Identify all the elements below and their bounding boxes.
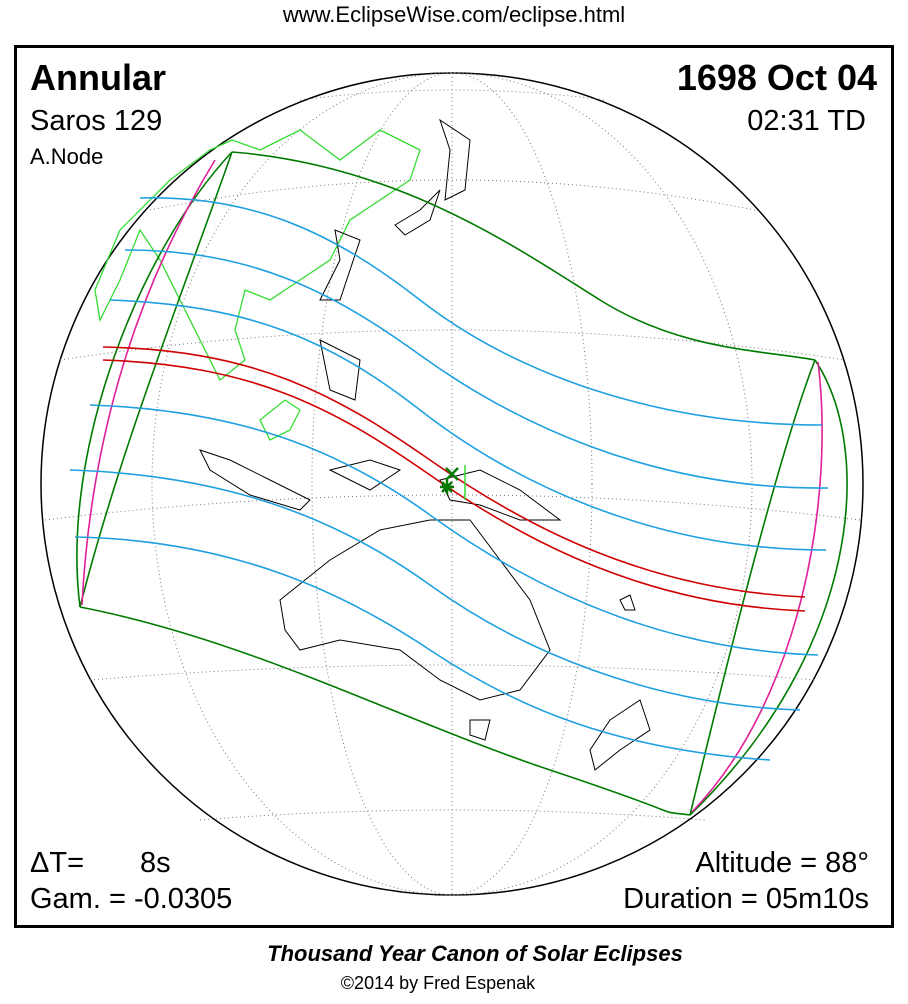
node: A.Node xyxy=(30,144,103,169)
altitude: Altitude = 88° xyxy=(695,847,869,879)
time: 02:31 TD xyxy=(747,105,866,137)
saros: Saros 129 xyxy=(30,105,162,137)
date: 1698 Oct 04 xyxy=(677,57,877,98)
delta-t-value: 8s xyxy=(140,847,171,879)
globe xyxy=(40,72,864,896)
url: www.EclipseWise.com/eclipse.html xyxy=(282,2,625,27)
copyright: ©2014 by Fred Espenak xyxy=(341,973,536,993)
delta-t-label: ΔT= xyxy=(30,847,84,879)
coastlines xyxy=(94,118,651,771)
duration: Duration = 05m10s xyxy=(623,883,869,915)
gamma: Gam. = -0.0305 xyxy=(30,883,232,915)
footer-title: Thousand Year Canon of Solar Eclipses xyxy=(267,941,683,966)
eclipse-path xyxy=(69,151,848,816)
eclipse-type: Annular xyxy=(30,57,166,98)
